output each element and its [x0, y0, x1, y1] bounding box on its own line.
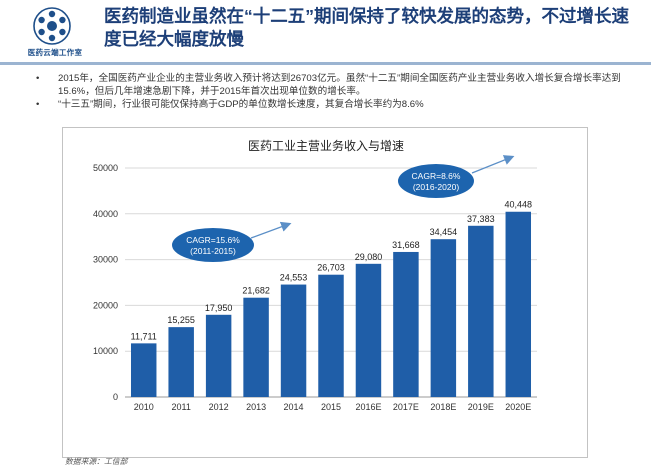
title-divider — [0, 62, 651, 65]
x-tick-label: 2016E — [355, 402, 381, 412]
chart-frame: 医药工业主营业务收入与增速 0 10000 20000 30000 40000 50000… — [62, 127, 588, 458]
data-label: 31,668 — [392, 240, 420, 250]
data-label: 40,448 — [505, 200, 533, 210]
bar — [205, 314, 232, 397]
x-tick-label: 2017E — [393, 402, 419, 412]
y-tick-label: 20000 — [93, 300, 118, 310]
bullet-list: 2015年，全国医药产业企业的主营业务收入预计将达到26703亿元。虽然“十二五… — [36, 72, 636, 112]
bar — [393, 251, 419, 397]
bar — [168, 327, 194, 397]
brand-logo: 医药云端工作室 — [12, 4, 98, 62]
bar — [505, 211, 532, 397]
y-tick-label: 10000 — [93, 346, 118, 356]
y-tick-label: 0 — [113, 392, 118, 402]
bar — [355, 263, 382, 397]
chart-title: 医药工业主营业务收入与增速 — [248, 138, 404, 153]
bar — [280, 284, 307, 397]
cagr-arrow — [471, 155, 515, 174]
data-label: 24,553 — [280, 273, 308, 283]
bullet-item: “十三五”期间，行业很可能仅保持高于GDP的单位数增长速度，其复合增长率约为8.… — [36, 98, 636, 111]
data-label: 26,703 — [317, 263, 345, 273]
bar — [430, 239, 457, 397]
data-label: 37,383 — [467, 214, 495, 224]
revenue-bar-chart: 医药工业主营业务收入与增速 0 10000 20000 30000 40000 50000… — [93, 138, 537, 412]
x-tick-label: 2019E — [468, 402, 494, 412]
bar — [468, 225, 494, 397]
cagr-callout — [172, 228, 254, 262]
bar — [318, 274, 344, 397]
cagr-label: CAGR=15.6% — [186, 235, 240, 245]
x-tick-label: 2014 — [284, 402, 304, 412]
y-tick-label: 30000 — [93, 255, 118, 265]
x-tick-label: 2018E — [430, 402, 456, 412]
bar — [130, 343, 157, 397]
x-tick-label: 2020E — [505, 402, 531, 412]
bullet-item: 2015年，全国医药产业企业的主营业务收入预计将达到26703亿元。虽然“十二五… — [36, 72, 636, 98]
x-tick-label: 2010 — [134, 402, 154, 412]
x-tick-label: 2011 — [172, 402, 191, 412]
x-tick-label: 2013 — [246, 402, 266, 412]
data-source-note: 数据来源：工信部 — [65, 457, 128, 466]
cagr-period: (2011-2015) — [190, 246, 236, 256]
cagr-period: (2016-2020) — [413, 182, 459, 192]
x-tick-label: 2012 — [209, 402, 229, 412]
data-label: 29,080 — [355, 252, 383, 262]
logo-icon — [33, 7, 71, 45]
data-label: 34,454 — [430, 227, 458, 237]
y-tick-label: 50000 — [93, 163, 118, 173]
cagr-label: CAGR=8.6% — [412, 171, 461, 181]
bar — [243, 297, 269, 397]
cagr-callout — [398, 164, 474, 198]
logo-text: 医药云端工作室 — [27, 48, 83, 57]
x-tick-label: 2015 — [321, 402, 341, 412]
data-label: 11,711 — [131, 331, 157, 341]
cagr-arrow — [250, 221, 292, 239]
data-label: 15,255 — [167, 315, 195, 325]
page-title: 医药制造业虽然在“十二五”期间保持了较快发展的态势，不过增长速度已经大幅度放慢 — [104, 6, 629, 49]
data-label: 17,950 — [205, 303, 233, 313]
y-tick-label: 40000 — [93, 209, 118, 219]
data-label: 21,682 — [242, 286, 270, 296]
